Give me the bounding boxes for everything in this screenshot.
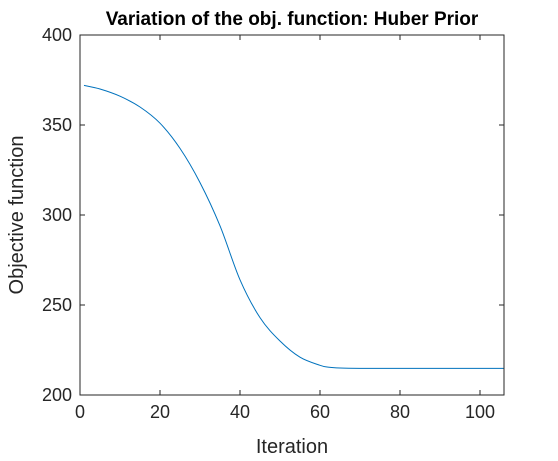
chart-title: Variation of the obj. function: Huber Pr… [106,9,479,30]
plot-area [80,35,504,395]
y-tick-label: 200 [42,385,72,405]
plot-box [79,34,505,396]
x-tick-label: 80 [390,402,410,422]
x-axis-label: Iteration [256,436,328,458]
x-tick-label: 40 [230,402,250,422]
series-line [83,84,504,369]
x-tick-label: 100 [465,402,495,422]
y-tick-label: 350 [42,115,72,135]
y-tick-label: 250 [42,295,72,315]
y-tick-label: 400 [42,25,72,45]
y-axis-label: Objective function [6,136,28,295]
x-tick-label: 0 [75,402,85,422]
x-tick-label: 60 [310,402,330,422]
axis-tick-labels: 0 20 40 60 80 100 200 250 300 350 400 [42,25,495,422]
y-tick-label: 300 [42,205,72,225]
x-tick-label: 20 [150,402,170,422]
